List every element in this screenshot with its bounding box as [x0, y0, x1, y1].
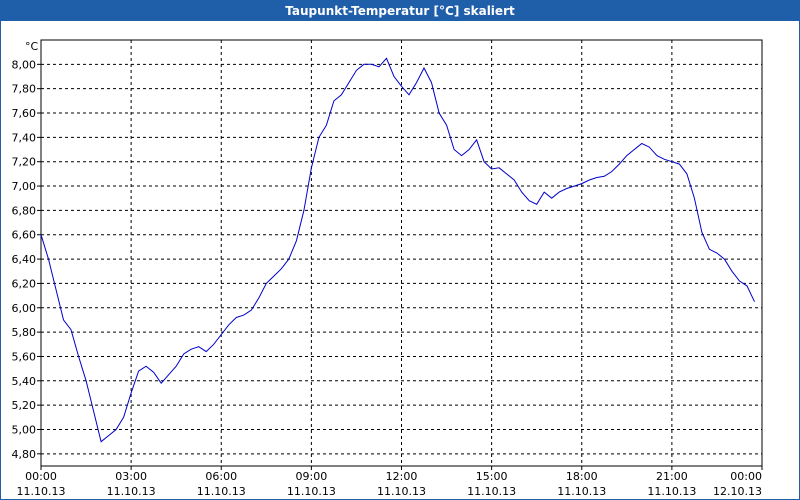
- y-axis: 4,80 5,00 5,20 5,40 5,60 5,80 6,00 6,20 6,40 6,60…: [12, 58, 41, 461]
- y-tick-label: 5,20: [12, 399, 37, 412]
- y-tick-label: 6,00: [12, 302, 37, 315]
- y-tick-label: 6,60: [12, 229, 37, 242]
- x-tick-date-label: 11.10.13: [107, 485, 156, 498]
- y-tick-label: 5,80: [12, 326, 37, 339]
- x-tick-time-label: 12:00: [386, 470, 418, 483]
- y-tick-label: 7,00: [12, 180, 37, 193]
- x-tick-time-label: 15:00: [476, 470, 508, 483]
- x-tick-time-label: 03:00: [115, 470, 147, 483]
- y-tick-label: 6,20: [12, 277, 37, 290]
- x-tick-time-label: 18:00: [566, 470, 598, 483]
- x-tick-time-label: 06:00: [205, 470, 237, 483]
- x-tick-date-label: 11.10.13: [17, 485, 66, 498]
- x-tick-date-label: 11.10.13: [467, 485, 516, 498]
- y-tick-label: 8,00: [12, 58, 37, 71]
- series-line: [40, 57, 755, 443]
- y-tick-label: 7,60: [12, 107, 37, 120]
- y-tick-label: 5,60: [12, 350, 37, 363]
- y-tick-label: 6,80: [12, 204, 37, 217]
- x-tick-date-label: 11.10.13: [557, 485, 606, 498]
- x-tick-time-label: 21:00: [656, 470, 688, 483]
- y-tick-label: 7,40: [12, 131, 37, 144]
- y-axis-unit-label: °C: [25, 40, 39, 53]
- y-tick-label: 6,40: [12, 253, 37, 266]
- x-tick-time-label: 09:00: [296, 470, 328, 483]
- y-tick-label: 4,80: [12, 448, 37, 461]
- x-tick-date-label: 11.10.13: [377, 485, 426, 498]
- x-tick-time-label: 00:00: [730, 470, 762, 483]
- x-axis: 00:00 11.10.13 03:00 11.10.13 06:00 11.10.13 0…: [17, 466, 763, 498]
- x-tick-date-label: 11.10.13: [197, 485, 246, 498]
- x-tick-date-label: 11.10.13: [287, 485, 336, 498]
- y-tick-label: 7,20: [12, 156, 37, 169]
- y-tick-label: 5,00: [12, 423, 37, 436]
- x-tick-date-label: 12.10.13: [713, 485, 762, 498]
- y-tick-label: 7,80: [12, 83, 37, 96]
- y-tick-label: 5,40: [12, 375, 37, 388]
- grid: [41, 40, 762, 466]
- x-tick-date-label: 11.10.13: [647, 485, 696, 498]
- chart-title: Taupunkt-Temperatur [°C] skaliert: [1, 1, 799, 21]
- x-tick-time-label: 00:00: [25, 470, 57, 483]
